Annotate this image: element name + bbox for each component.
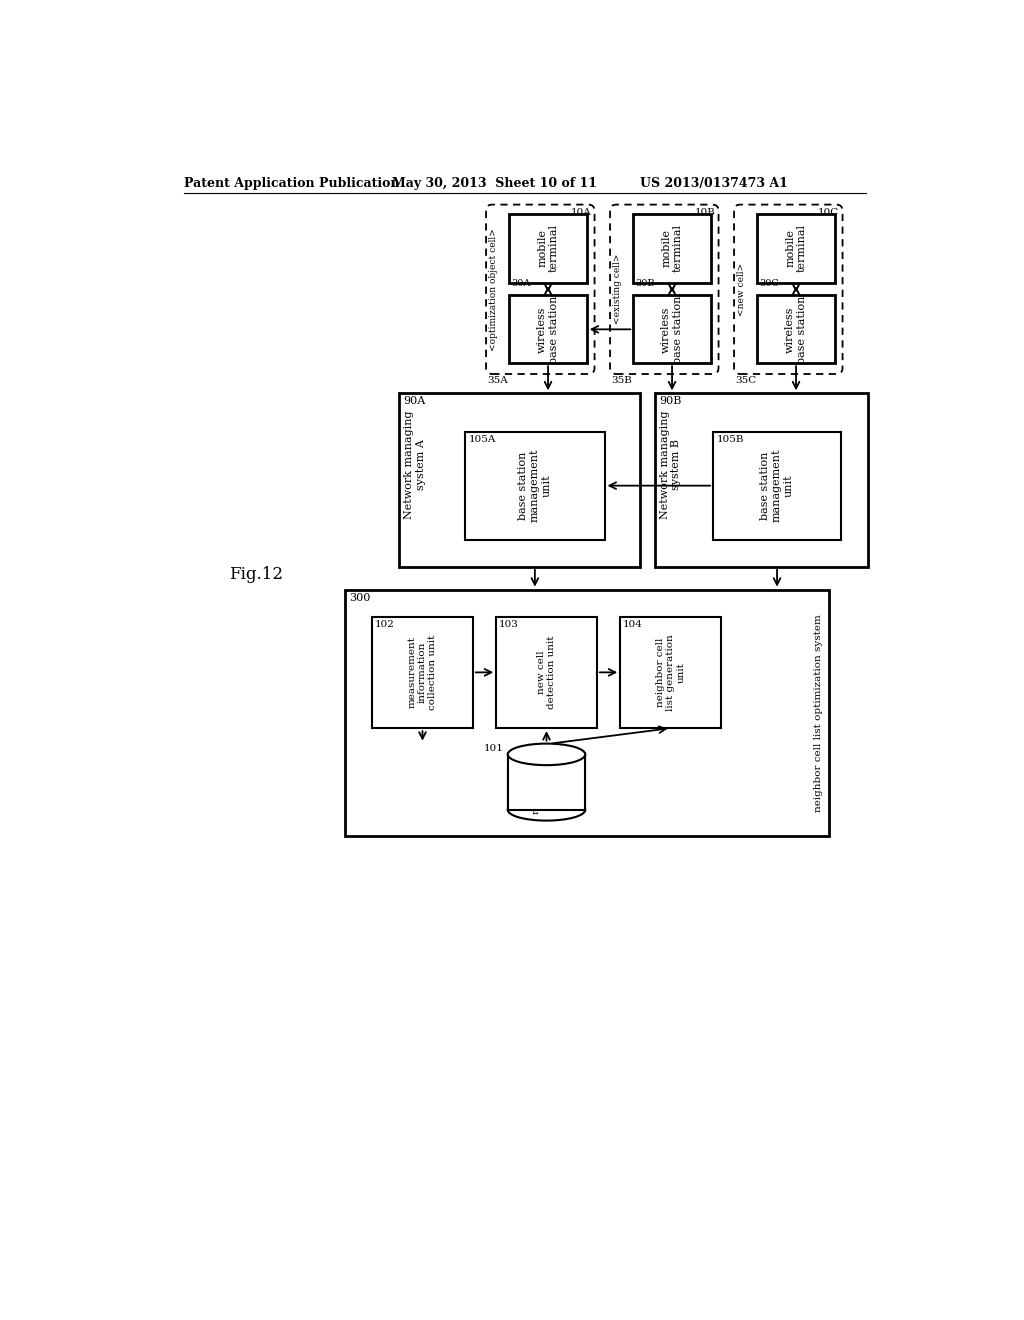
Bar xyxy=(508,755,586,810)
Bar xyxy=(758,214,835,284)
Text: measurement
information
collection unit: measurement information collection unit xyxy=(408,635,437,710)
Bar xyxy=(633,214,711,284)
Text: 30A: 30A xyxy=(512,279,531,288)
Bar xyxy=(508,755,586,810)
Bar xyxy=(345,590,829,836)
FancyBboxPatch shape xyxy=(486,205,595,374)
Text: 35A: 35A xyxy=(487,376,508,384)
Text: base station
management
unit: base station management unit xyxy=(761,449,794,523)
FancyBboxPatch shape xyxy=(610,205,719,374)
Text: neighbor cell
list generation
unit: neighbor cell list generation unit xyxy=(655,634,685,710)
Text: 30C: 30C xyxy=(760,279,779,288)
Text: mobile
terminal: mobile terminal xyxy=(662,224,683,272)
Text: 10B: 10B xyxy=(694,207,716,216)
Bar xyxy=(496,616,597,729)
Text: <new cell>: <new cell> xyxy=(737,263,746,315)
Text: 104: 104 xyxy=(624,619,643,628)
Bar xyxy=(509,296,587,363)
Text: 30B: 30B xyxy=(636,279,655,288)
Ellipse shape xyxy=(508,799,586,821)
Text: 90A: 90A xyxy=(403,396,425,407)
Bar xyxy=(372,616,473,729)
Text: 101: 101 xyxy=(484,743,504,752)
Text: 102: 102 xyxy=(375,619,395,628)
Text: 10A: 10A xyxy=(570,207,592,216)
Text: US 2013/0137473 A1: US 2013/0137473 A1 xyxy=(640,177,787,190)
Text: Network managing
system B: Network managing system B xyxy=(659,411,681,519)
Text: wireless
base station: wireless base station xyxy=(785,296,807,363)
Text: <optimization object cell>: <optimization object cell> xyxy=(489,228,499,351)
Text: mobile
terminal: mobile terminal xyxy=(538,224,559,272)
Text: Fig.12: Fig.12 xyxy=(228,566,283,582)
Text: neighbor cell list optimization system: neighbor cell list optimization system xyxy=(814,614,823,812)
Text: Network managing
system A: Network managing system A xyxy=(403,411,426,519)
Text: 35C: 35C xyxy=(735,376,757,384)
Text: new cell
detection unit: new cell detection unit xyxy=(537,636,556,709)
Text: measurement
information
storage unit: measurement information storage unit xyxy=(531,742,561,814)
Text: mobile
terminal: mobile terminal xyxy=(785,224,807,272)
Text: 35B: 35B xyxy=(611,376,633,384)
Bar xyxy=(399,393,640,566)
Bar xyxy=(633,296,711,363)
Text: 105B: 105B xyxy=(717,434,744,444)
Bar xyxy=(713,432,841,540)
Bar xyxy=(655,393,868,566)
Text: wireless
base station: wireless base station xyxy=(538,296,559,363)
Text: May 30, 2013  Sheet 10 of 11: May 30, 2013 Sheet 10 of 11 xyxy=(391,177,597,190)
Text: wireless
base station: wireless base station xyxy=(662,296,683,363)
Text: 103: 103 xyxy=(500,619,519,628)
Text: 10C: 10C xyxy=(818,207,840,216)
Text: base station
management
unit: base station management unit xyxy=(518,449,552,523)
Ellipse shape xyxy=(508,743,586,766)
Bar xyxy=(758,296,835,363)
FancyBboxPatch shape xyxy=(734,205,843,374)
Text: <existing cell>: <existing cell> xyxy=(613,255,623,325)
Text: 105A: 105A xyxy=(469,434,497,444)
Bar xyxy=(509,214,587,284)
Bar xyxy=(621,616,721,729)
Text: 300: 300 xyxy=(349,593,371,603)
Text: 90B: 90B xyxy=(658,396,681,407)
Text: Patent Application Publication: Patent Application Publication xyxy=(183,177,399,190)
Bar xyxy=(465,432,604,540)
